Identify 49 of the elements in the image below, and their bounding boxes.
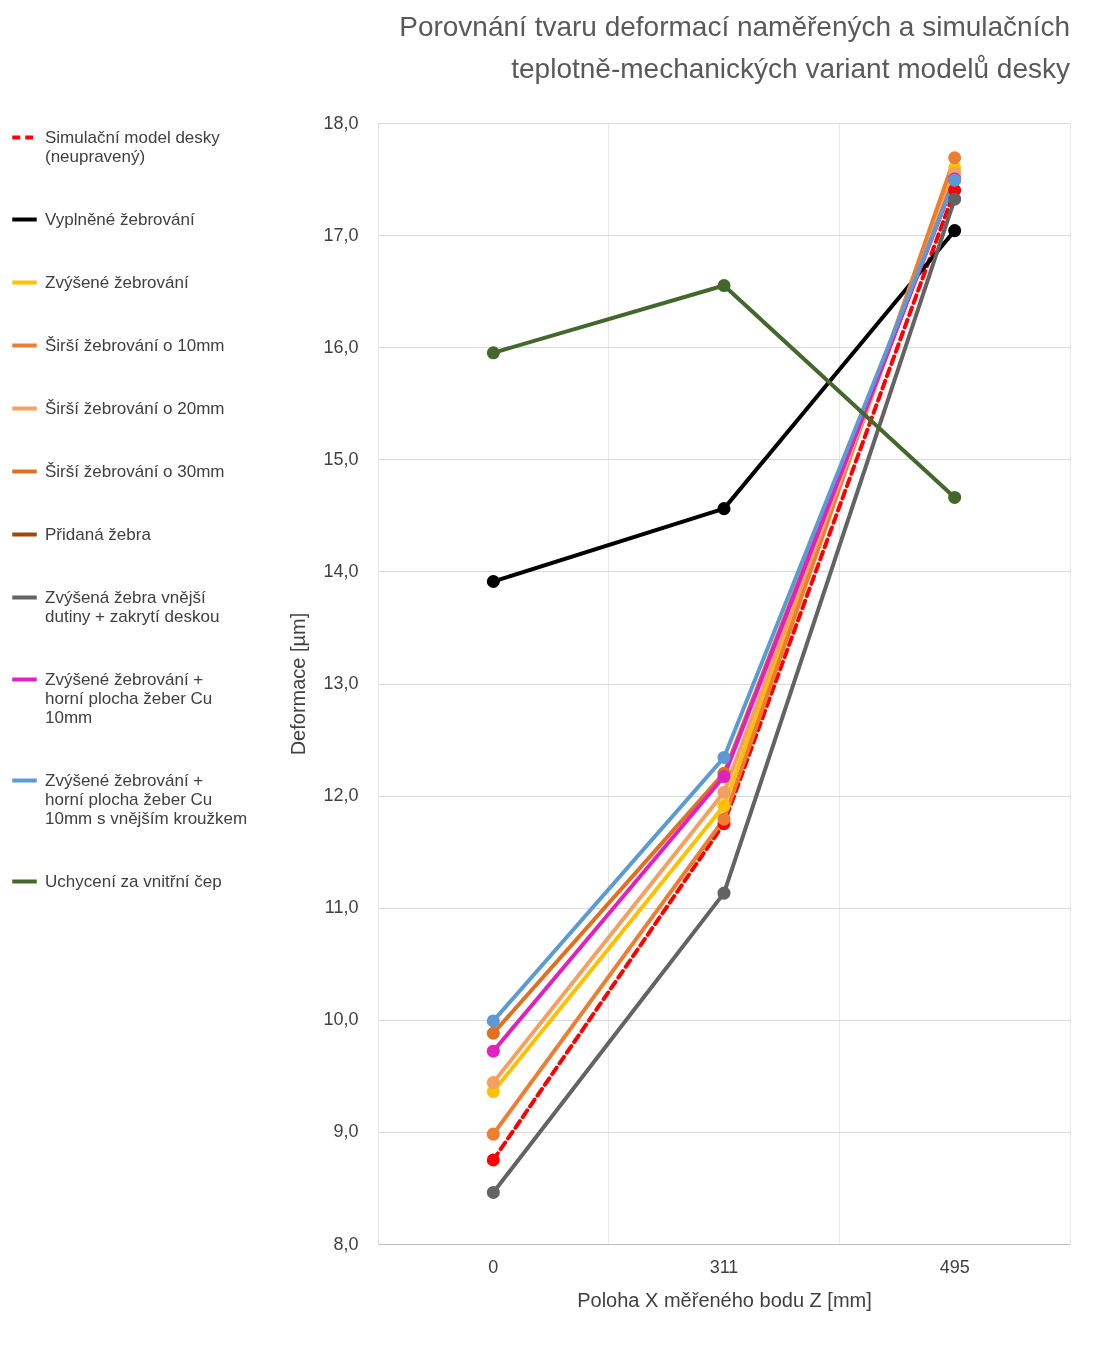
legend-label: Širší žebrování o 10mm bbox=[45, 335, 225, 355]
point bbox=[486, 346, 500, 360]
point bbox=[486, 1014, 500, 1028]
y-tick-label: 18,0 bbox=[323, 112, 359, 133]
legend-label: Zvýšené žebrování bbox=[45, 272, 189, 292]
y-tick-label: 11,0 bbox=[324, 897, 359, 918]
point bbox=[486, 574, 500, 588]
point bbox=[486, 1185, 500, 1199]
y-tick-label: 10,0 bbox=[323, 1009, 359, 1030]
point bbox=[948, 151, 962, 165]
x-tick-label: 311 bbox=[709, 1256, 739, 1277]
legend-label: Vyplněné žebrování bbox=[45, 209, 195, 229]
y-tick-label: 15,0 bbox=[323, 448, 359, 469]
y-tick-label: 17,0 bbox=[323, 224, 359, 245]
legend-label: Širší žebrování o 30mm bbox=[45, 461, 225, 481]
x-tick-label: 495 bbox=[939, 1256, 970, 1277]
legend-label: Širší žebrování o 20mm bbox=[45, 398, 225, 418]
point bbox=[948, 192, 962, 206]
legend-label: Přidaná žebra bbox=[45, 524, 152, 544]
legend-label: Zvýšené žebrování + horní plocha žeber Cu 10mm bbox=[45, 669, 213, 727]
x-axis-title: Poloha X měřeného bodu Z [mm] bbox=[577, 1288, 872, 1311]
legend-label: Zvýšené žebrování + horní plocha žeber Cu 10mm s vnějším kroužkem bbox=[45, 770, 248, 828]
point bbox=[717, 886, 731, 900]
point bbox=[486, 1044, 500, 1058]
y-tick-label: 14,0 bbox=[323, 560, 359, 581]
y-tick-label: 12,0 bbox=[323, 785, 359, 806]
point bbox=[717, 750, 731, 764]
x-tick-label: 0 bbox=[488, 1256, 499, 1277]
point bbox=[948, 224, 962, 238]
chart-title: Porovnání tvaru deformací naměřených a simulačních teplotně-mechanických variant modelů desky bbox=[399, 11, 1070, 84]
point bbox=[717, 812, 731, 826]
point bbox=[717, 785, 731, 799]
y-tick-label: 13,0 bbox=[323, 673, 359, 693]
point bbox=[717, 279, 731, 293]
point bbox=[717, 770, 731, 784]
point bbox=[948, 490, 962, 504]
point bbox=[486, 1153, 500, 1167]
point bbox=[486, 1076, 500, 1090]
point bbox=[486, 1127, 500, 1141]
point bbox=[717, 502, 731, 516]
point bbox=[717, 799, 731, 813]
y-tick-label: 9,0 bbox=[333, 1121, 359, 1142]
point bbox=[486, 1026, 500, 1040]
y-tick-label: 16,0 bbox=[323, 336, 359, 357]
legend-label: Simulační model desky (neupravený) bbox=[45, 127, 221, 166]
y-tick-label: 8,0 bbox=[333, 1233, 359, 1254]
y-axis-title: Deformace [µm] bbox=[287, 612, 310, 756]
legend-label: Uchycení za vnitřní čep bbox=[45, 871, 222, 891]
legend-label: Zvýšená žebra vnější dutiny + zakrytí deskou bbox=[45, 587, 220, 626]
